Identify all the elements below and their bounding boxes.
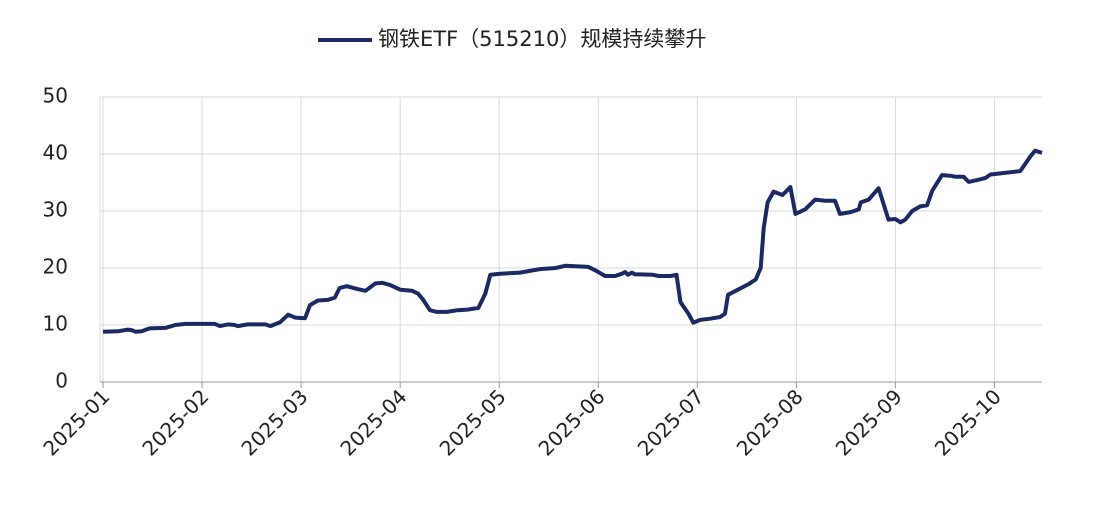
x-tick-label: 2025-07	[633, 384, 709, 460]
legend-label: 钢铁ETF（515210）规模持续攀升	[378, 27, 706, 51]
y-tick-label: 50	[43, 84, 68, 108]
y-tick-label: 0	[55, 369, 68, 393]
line-series	[102, 148, 1043, 334]
x-tick-label: 2025-03	[236, 384, 312, 460]
y-tick-label: 40	[43, 141, 68, 165]
x-tick-label: 2025-01	[38, 384, 114, 460]
x-tick-label: 2025-08	[732, 384, 808, 460]
y-tick-label: 30	[43, 198, 68, 222]
x-tick-label: 2025-04	[336, 384, 412, 460]
x-tick-label: 2025-06	[534, 384, 610, 460]
y-tick-label: 10	[43, 312, 68, 336]
x-tick-label: 2025-02	[137, 384, 213, 460]
x-tick-label: 2025-05	[435, 384, 511, 460]
y-tick-label: 20	[43, 255, 68, 279]
x-tick-label: 2025-10	[930, 384, 1006, 460]
x-tick-label: 2025-09	[831, 384, 907, 460]
